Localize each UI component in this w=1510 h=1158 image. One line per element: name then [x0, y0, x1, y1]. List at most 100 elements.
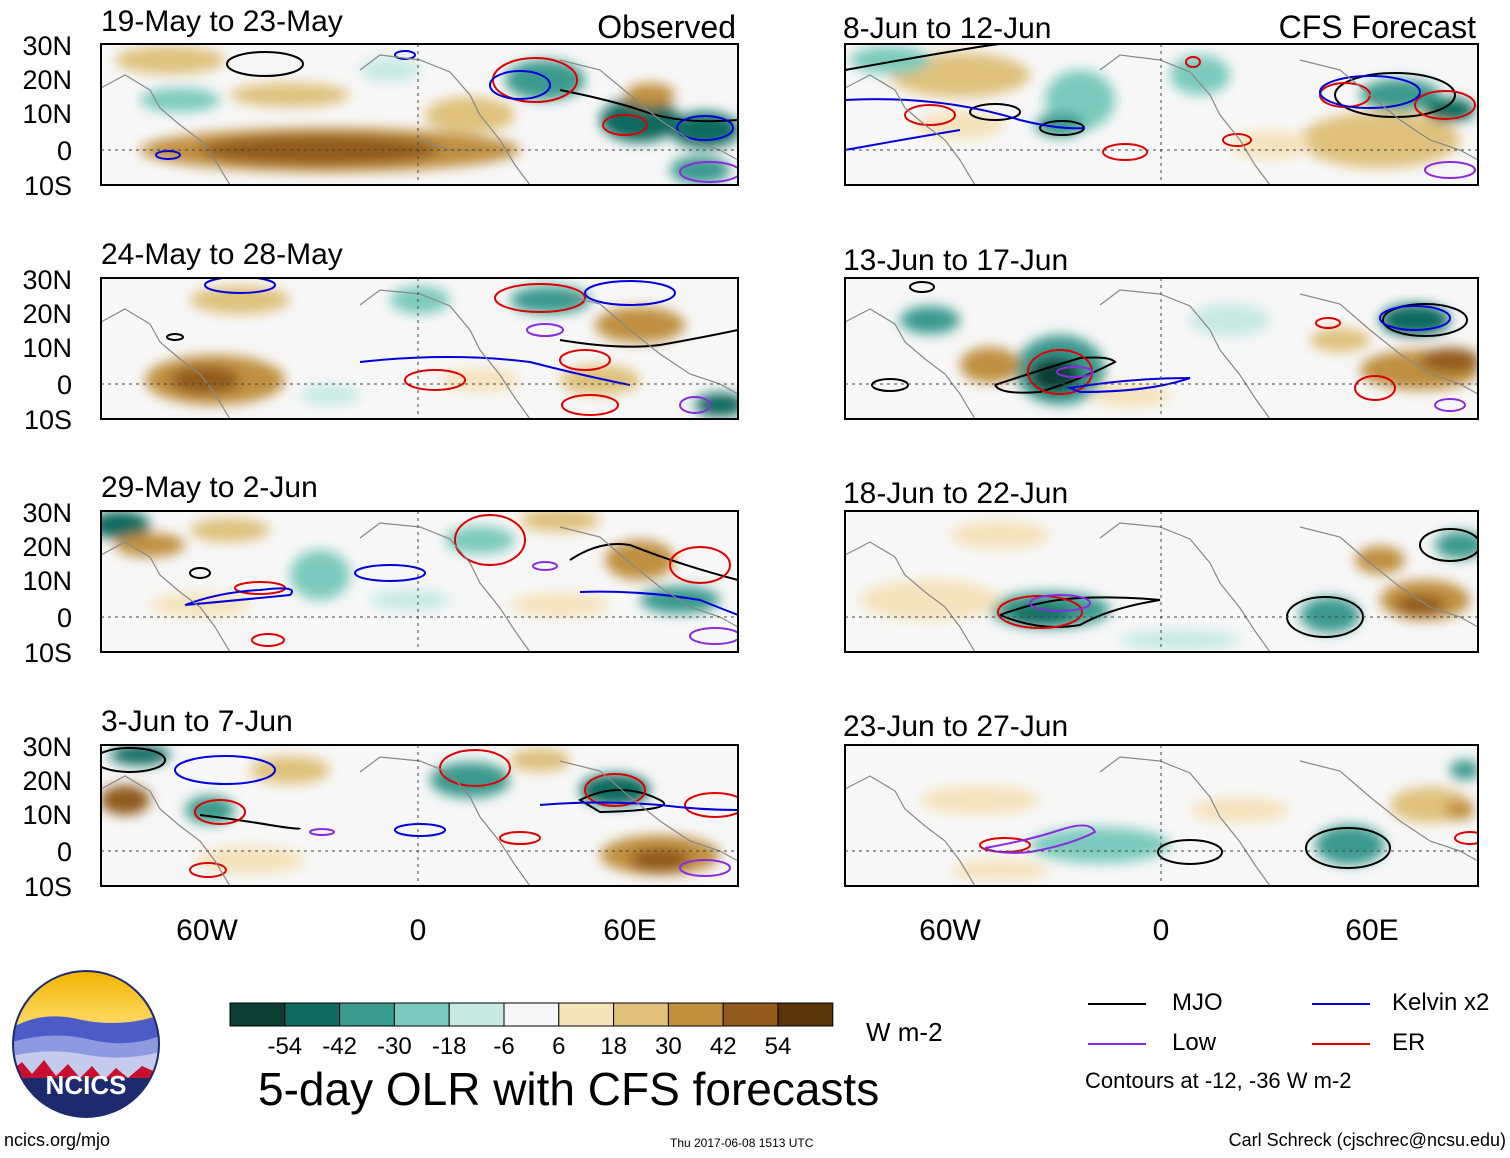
lat-label: 10S [24, 638, 72, 668]
kelvin-legend-line [1312, 1003, 1370, 1005]
lat-label: 0 [57, 603, 72, 633]
panel-title: 19-May to 23-May [101, 5, 343, 38]
colorbar-label: 6 [552, 1033, 565, 1060]
colorbar-swatch [722, 1002, 779, 1027]
footer-timestamp: Thu 2017-06-08 1513 UTC [670, 1136, 814, 1150]
colorbar-swatch [339, 1002, 395, 1027]
contour-overlays [184, 514, 738, 647]
colorbar-swatch [284, 1002, 341, 1027]
contour-overlays [979, 824, 1478, 869]
lat-label: 0 [57, 837, 72, 867]
forecast-panel-2: 13-Jun to 17-Jun [843, 244, 1479, 420]
olr-anomaly-field [920, 760, 1478, 880]
lon-label: 0 [1153, 914, 1170, 947]
lat-label: 0 [57, 136, 72, 166]
contour-overlays [101, 747, 738, 878]
lat-label: 30N [22, 498, 72, 528]
coastlines [845, 522, 1478, 652]
panel-title: 18-Jun to 22-Jun [843, 477, 1068, 510]
panel-title: 23-Jun to 27-Jun [843, 710, 1068, 743]
colorbar-swatch [558, 1002, 615, 1027]
forecast-panel-4: 23-Jun to 27-Jun [843, 710, 1479, 887]
contour-note: Contours at -12, -36 W m-2 [1085, 1068, 1352, 1093]
ncics-logo: NCICS [12, 970, 160, 1118]
legend-label-kelvin: Kelvin x2 [1392, 989, 1490, 1016]
lon-labels-forecast: 60W 0 60E [919, 914, 1399, 947]
colorbar-swatch [448, 1002, 505, 1027]
olr-anomaly-field [145, 286, 738, 417]
lon-label: 60W [176, 914, 238, 947]
contour-overlays [871, 281, 1468, 412]
lat-labels-panel-2: 30N 20N 10N 0 10S [22, 265, 72, 435]
colorbar-swatch [503, 1002, 560, 1027]
panel-title: 24-May to 28-May [101, 238, 343, 271]
colorbar-label: 42 [710, 1033, 737, 1060]
forecast-panel-1: 8-Jun to 12-Jun [843, 12, 1479, 186]
olr-anomaly-field [101, 511, 720, 617]
lon-labels-observed: 60W 0 60E [176, 914, 657, 947]
lat-label: 10N [22, 800, 72, 830]
colorbar-label: 18 [600, 1033, 627, 1060]
colorbar-swatch [777, 1002, 834, 1027]
observed-panel-2: 24-May to 28-May [100, 238, 739, 420]
lat-label: 20N [22, 65, 72, 95]
footer-url[interactable]: ncics.org/mjo [4, 1130, 111, 1150]
lat-label: 10S [24, 405, 72, 435]
mjo-legend-line [1088, 1003, 1146, 1005]
contour-overlays [155, 50, 738, 183]
lat-label: 30N [22, 31, 72, 61]
olr-anomaly-field [101, 745, 720, 875]
panel-title: 3-Jun to 7-Jun [101, 705, 293, 738]
panel-title: 29-May to 2-Jun [101, 471, 318, 504]
lat-label: 20N [22, 532, 72, 562]
footer-author: Carl Schreck (cjschrec@ncsu.edu) [1228, 1130, 1506, 1150]
lat-label: 0 [57, 370, 72, 400]
lat-label: 10S [24, 872, 72, 902]
panel-title: 13-Jun to 17-Jun [843, 244, 1068, 277]
lat-labels-panel-4: 30N 20N 10N 0 10S [22, 732, 72, 902]
lat-label: 30N [22, 265, 72, 295]
panel-title: 8-Jun to 12-Jun [843, 12, 1051, 45]
lat-labels-panel-3: 30N 20N 10N 0 10S [22, 498, 72, 668]
colorbar-label: -42 [322, 1033, 357, 1060]
contour-overlays [166, 278, 738, 416]
olr-anomaly-field [115, 46, 738, 184]
lat-label: 10N [22, 99, 72, 129]
colorbar: -54 -42 -30 -18 -6 6 18 30 42 54 [229, 1002, 834, 1060]
legend-label-mjo: MJO [1172, 989, 1223, 1016]
colorbar-unit: W m-2 [866, 1017, 943, 1047]
lon-label: 0 [410, 914, 427, 947]
colorbar-label: -30 [377, 1033, 412, 1060]
legend-label-low: Low [1172, 1029, 1217, 1056]
colorbar-label: -54 [267, 1033, 302, 1060]
lat-labels-panel-1: 30N 20N 10N 0 10S [22, 31, 72, 201]
lon-label: 60W [919, 914, 981, 947]
lat-label: 10S [24, 171, 72, 201]
lat-label: 10N [22, 333, 72, 363]
colorbar-swatch [613, 1002, 669, 1027]
contour-overlays [845, 44, 1476, 179]
colorbar-swatch [229, 1002, 286, 1027]
observed-label: Observed [597, 9, 736, 45]
lon-label: 60E [603, 914, 656, 947]
coastlines [845, 289, 1478, 419]
forecast-panel-3: 18-Jun to 22-Jun [843, 477, 1479, 653]
colorbar-swatch [667, 1002, 724, 1027]
coastlines [845, 54, 1478, 185]
colorbar-label: 30 [655, 1033, 682, 1060]
er-legend-line [1312, 1043, 1370, 1045]
colorbar-label: 54 [765, 1033, 792, 1060]
lat-label: 20N [22, 299, 72, 329]
contour-overlays [997, 528, 1478, 638]
figure-title: 5-day OLR with CFS forecasts [258, 1063, 880, 1115]
lat-label: 20N [22, 766, 72, 796]
legend-label-er: ER [1392, 1029, 1426, 1056]
colorbar-swatch [393, 1002, 450, 1027]
low-legend-line [1088, 1043, 1146, 1045]
lat-label: 10N [22, 566, 72, 596]
logo-text: NCICS [46, 1070, 127, 1100]
olr-anomaly-field [860, 521, 1478, 650]
forecast-label: CFS Forecast [1279, 9, 1476, 45]
colorbar-label: -18 [432, 1033, 467, 1060]
